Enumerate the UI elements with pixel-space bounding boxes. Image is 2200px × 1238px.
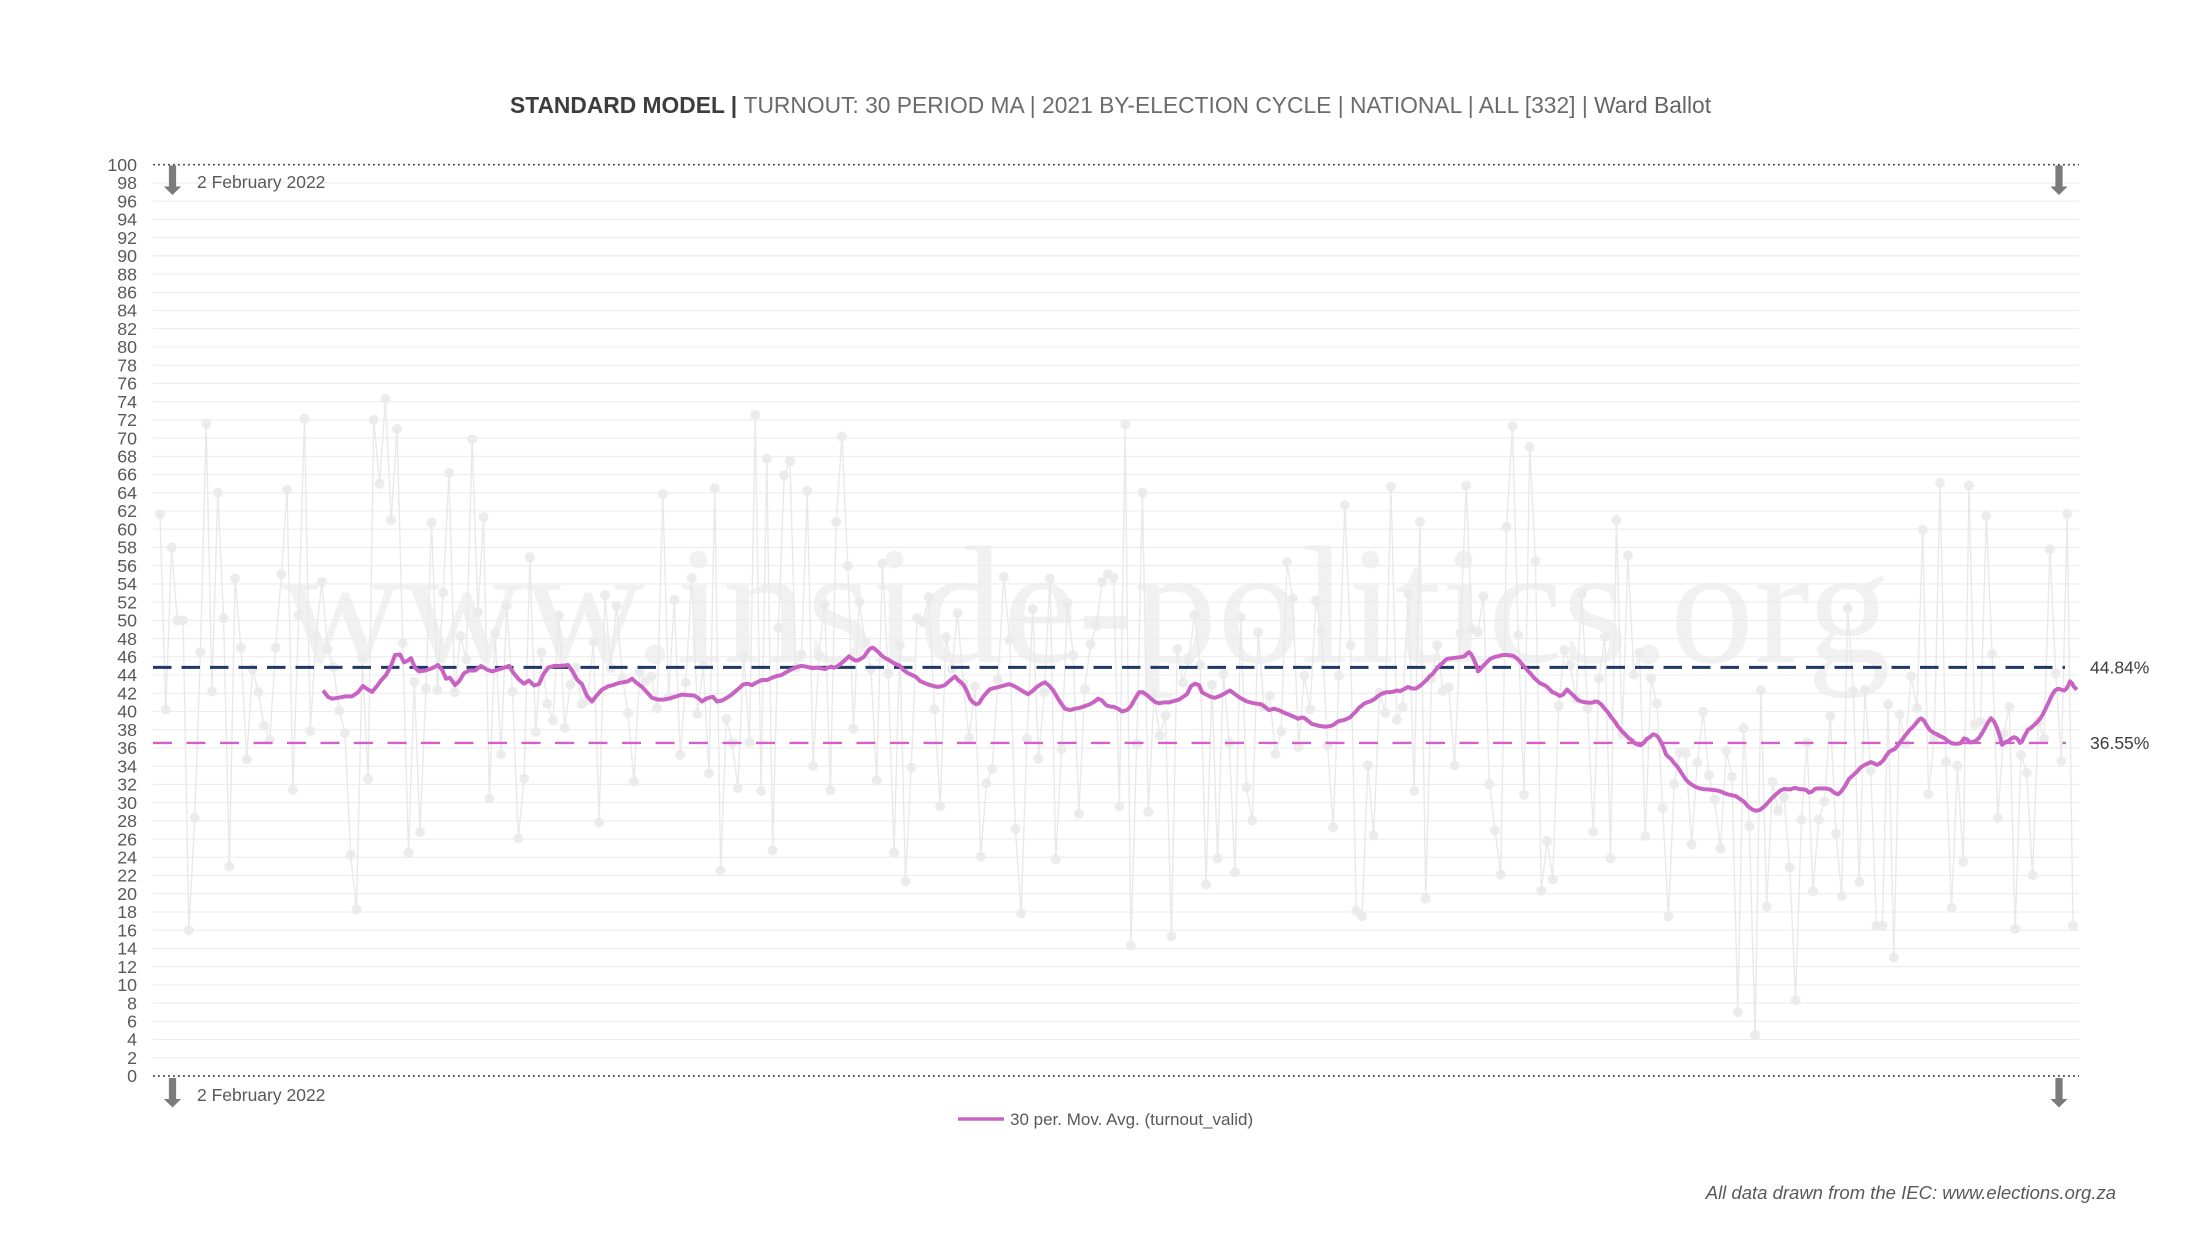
svg-text:All data drawn from the IEC: w: All data drawn from the IEC: www.electio…	[1705, 1182, 2116, 1203]
svg-text:46: 46	[117, 647, 137, 667]
svg-text:60: 60	[117, 519, 137, 539]
svg-text:68: 68	[117, 447, 137, 467]
svg-text:14: 14	[117, 939, 137, 959]
svg-text:32: 32	[117, 775, 137, 795]
svg-text:74: 74	[117, 392, 137, 412]
svg-text:82: 82	[117, 319, 137, 339]
svg-text:66: 66	[117, 465, 137, 485]
svg-text:90: 90	[117, 246, 137, 266]
svg-text:80: 80	[117, 337, 137, 357]
svg-text:62: 62	[117, 501, 137, 521]
svg-text:24: 24	[117, 848, 137, 868]
svg-text:44.84%: 44.84%	[2090, 658, 2149, 678]
svg-text:0: 0	[127, 1066, 137, 1086]
svg-text:10: 10	[117, 975, 137, 995]
svg-text:22: 22	[117, 866, 137, 886]
svg-text:4: 4	[127, 1030, 137, 1050]
svg-text:18: 18	[117, 902, 137, 922]
svg-text:34: 34	[117, 756, 137, 776]
svg-text:STANDARD MODEL | TURNOUT: 30 P: STANDARD MODEL | TURNOUT: 30 PERIOD MA |…	[510, 92, 1712, 118]
svg-text:70: 70	[117, 428, 137, 448]
svg-text:64: 64	[117, 483, 137, 503]
svg-text:2 February 2022: 2 February 2022	[197, 1085, 325, 1105]
svg-text:26: 26	[117, 829, 137, 849]
svg-text:54: 54	[117, 574, 137, 594]
svg-text:44: 44	[117, 665, 137, 685]
svg-text:6: 6	[127, 1012, 137, 1032]
svg-text:16: 16	[117, 920, 137, 940]
svg-text:30 per. Mov. Avg. (turnout_val: 30 per. Mov. Avg. (turnout_valid)	[1010, 1110, 1253, 1129]
svg-text:50: 50	[117, 611, 137, 631]
svg-text:52: 52	[117, 592, 137, 612]
svg-text:20: 20	[117, 884, 137, 904]
svg-text:84: 84	[117, 301, 137, 321]
svg-text:72: 72	[117, 410, 137, 430]
svg-text:www.inside-politics.org: www.inside-politics.org	[281, 513, 1891, 699]
svg-text:76: 76	[117, 374, 137, 394]
svg-text:86: 86	[117, 283, 137, 303]
svg-text:78: 78	[117, 355, 137, 375]
svg-text:36: 36	[117, 738, 137, 758]
svg-text:48: 48	[117, 629, 137, 649]
svg-text:96: 96	[117, 191, 137, 211]
svg-text:36.55%: 36.55%	[2090, 733, 2149, 753]
svg-text:94: 94	[117, 210, 137, 230]
svg-text:2: 2	[127, 1048, 137, 1068]
svg-text:58: 58	[117, 538, 137, 558]
svg-text:30: 30	[117, 793, 137, 813]
svg-text:40: 40	[117, 702, 137, 722]
svg-text:56: 56	[117, 556, 137, 576]
svg-text:8: 8	[127, 993, 137, 1013]
svg-text:28: 28	[117, 811, 137, 831]
svg-text:100: 100	[107, 155, 137, 175]
svg-text:38: 38	[117, 720, 137, 740]
svg-text:12: 12	[117, 957, 137, 977]
svg-text:42: 42	[117, 684, 137, 704]
svg-text:2 February 2022: 2 February 2022	[197, 172, 325, 192]
svg-text:98: 98	[117, 173, 137, 193]
svg-text:88: 88	[117, 264, 137, 284]
svg-text:92: 92	[117, 228, 137, 248]
